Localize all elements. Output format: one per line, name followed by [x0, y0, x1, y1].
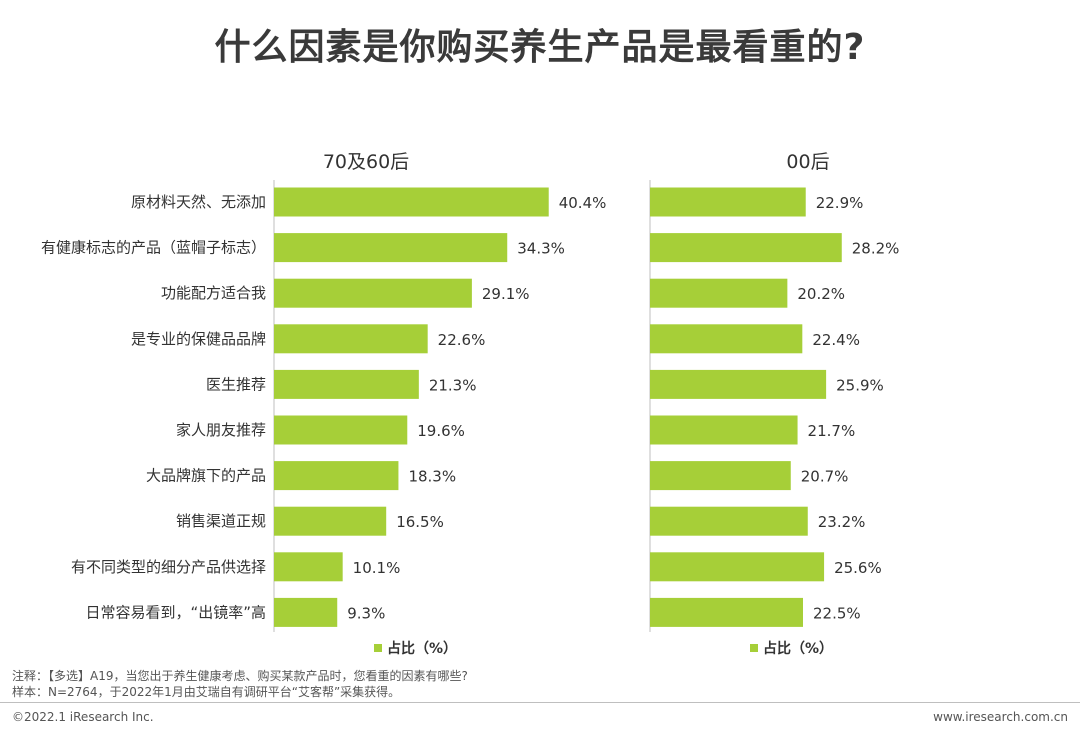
bar: [650, 233, 842, 263]
data-label: 10.1%: [353, 559, 401, 577]
data-label: 9.3%: [347, 604, 385, 622]
data-label: 22.6%: [438, 331, 486, 349]
bar: [650, 506, 808, 536]
bar: [274, 324, 428, 354]
data-label: 19.6%: [417, 422, 465, 440]
bar: [274, 278, 472, 308]
bar: [650, 324, 803, 354]
data-label: 22.4%: [812, 331, 860, 349]
category-label: 销售渠道正规: [176, 512, 266, 530]
bar: [274, 369, 419, 399]
data-label: 29.1%: [482, 285, 530, 303]
copyright: ©2022.1 iResearch Inc.: [12, 710, 154, 724]
category-label: 功能配方适合我: [161, 284, 266, 302]
data-label: 20.7%: [801, 468, 849, 486]
data-label: 21.7%: [808, 422, 856, 440]
data-label: 25.9%: [836, 376, 884, 394]
data-label: 18.3%: [408, 468, 456, 486]
category-label: 有健康标志的产品（蓝帽子标志）: [41, 239, 266, 257]
panel-title: 00后: [786, 151, 829, 173]
bar: [650, 597, 803, 627]
bar: [274, 597, 338, 627]
data-label: 16.5%: [396, 513, 444, 531]
notes: 注释：【多选】A19，当您出于养生健康考虑、购买某款产品时，您看重的因素有哪些?…: [12, 668, 468, 700]
category-label: 是专业的保健品品牌: [131, 330, 266, 348]
legend-swatch: [750, 644, 758, 652]
bar: [650, 187, 806, 217]
category-label: 有不同类型的细分产品供选择: [71, 558, 266, 576]
legend-label: 占比（%）: [387, 640, 457, 657]
data-label: 23.2%: [818, 513, 866, 531]
bar: [650, 461, 791, 491]
bar: [650, 369, 827, 399]
page-title: 什么因素是你购买养生产品是最看重的?: [214, 27, 866, 68]
legend-swatch: [374, 644, 382, 652]
data-label: 25.6%: [834, 559, 882, 577]
bar: [274, 233, 508, 263]
data-label: 34.3%: [517, 240, 565, 258]
bar: [650, 415, 798, 445]
bar: [650, 278, 788, 308]
bar: [274, 187, 549, 217]
sample-text: 样本：N=2764，于2022年1月由艾瑞自有调研平台“艾客帮”采集获得。: [12, 685, 401, 699]
data-label: 22.5%: [813, 604, 861, 622]
bar: [274, 506, 387, 536]
data-label: 20.2%: [797, 285, 845, 303]
category-label: 大品牌旗下的产品: [146, 467, 266, 485]
data-label: 28.2%: [852, 240, 900, 258]
note-text: 注释：【多选】A19，当您出于养生健康考虑、购买某款产品时，您看重的因素有哪些?: [12, 669, 468, 683]
data-label: 22.9%: [816, 194, 864, 212]
bar: [650, 552, 825, 582]
footer-divider: [0, 702, 1080, 703]
bar: [274, 461, 399, 491]
data-label: 21.3%: [429, 376, 477, 394]
bar: [274, 552, 343, 582]
category-label: 日常容易看到，“出镜率”高: [85, 603, 266, 621]
category-label: 原材料天然、无添加: [131, 193, 266, 211]
bar: [274, 415, 408, 445]
legend-label: 占比（%）: [763, 640, 833, 657]
data-label: 40.4%: [559, 194, 607, 212]
category-label: 家人朋友推荐: [176, 421, 266, 439]
category-label: 医生推荐: [206, 375, 266, 393]
panel-title: 70及60后: [323, 151, 409, 173]
website: www.iresearch.com.cn: [933, 710, 1068, 724]
